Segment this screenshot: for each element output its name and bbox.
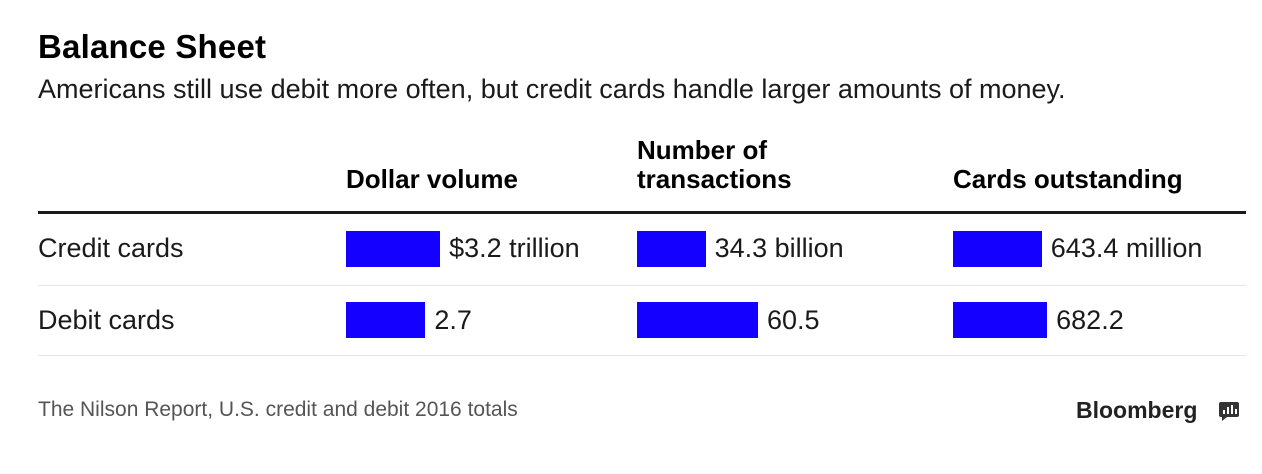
bloomberg-chart-icon bbox=[1219, 402, 1239, 421]
value-label-dollar-volume-debit-cards: 2.7 bbox=[434, 305, 472, 335]
column-header-cards-outstanding: Cards outstanding bbox=[953, 164, 1183, 194]
row-divider bbox=[38, 355, 1246, 356]
value-label-cards-outstanding-credit-cards: 643.4 million bbox=[1050, 233, 1203, 263]
value-label-number-of-transactions-debit-cards: 60.5 bbox=[767, 305, 820, 335]
column-header-number-of-transactions: Number of transactions bbox=[637, 135, 792, 194]
bar-dollar-volume-credit-cards bbox=[346, 231, 441, 267]
row-label-credit-cards: Credit cards bbox=[38, 233, 184, 263]
value-label-number-of-transactions-credit-cards: 34.3 billion bbox=[714, 233, 844, 263]
bar-cards-outstanding-debit-cards bbox=[953, 302, 1048, 338]
bar-number-of-transactions-debit-cards bbox=[637, 302, 758, 338]
bar-cards-outstanding-credit-cards bbox=[953, 231, 1042, 267]
row-label-debit-cards: Debit cards bbox=[38, 305, 175, 335]
value-label-dollar-volume-credit-cards: $3.2 trillion bbox=[449, 233, 580, 263]
bloomberg-logo: Bloomberg bbox=[1076, 397, 1198, 423]
chart-title: Balance Sheet bbox=[38, 28, 267, 65]
value-label-cards-outstanding-debit-cards: 682.2 bbox=[1056, 305, 1124, 335]
row-divider bbox=[38, 285, 1246, 286]
header-rule bbox=[38, 211, 1246, 214]
bar-dollar-volume-debit-cards bbox=[346, 302, 426, 338]
chart-subtitle: Americans still use debit more often, bu… bbox=[38, 74, 1066, 104]
column-header-dollar-volume: Dollar volume bbox=[346, 164, 518, 194]
bar-number-of-transactions-credit-cards bbox=[637, 231, 706, 267]
source-note: The Nilson Report, U.S. credit and debit… bbox=[38, 398, 518, 421]
